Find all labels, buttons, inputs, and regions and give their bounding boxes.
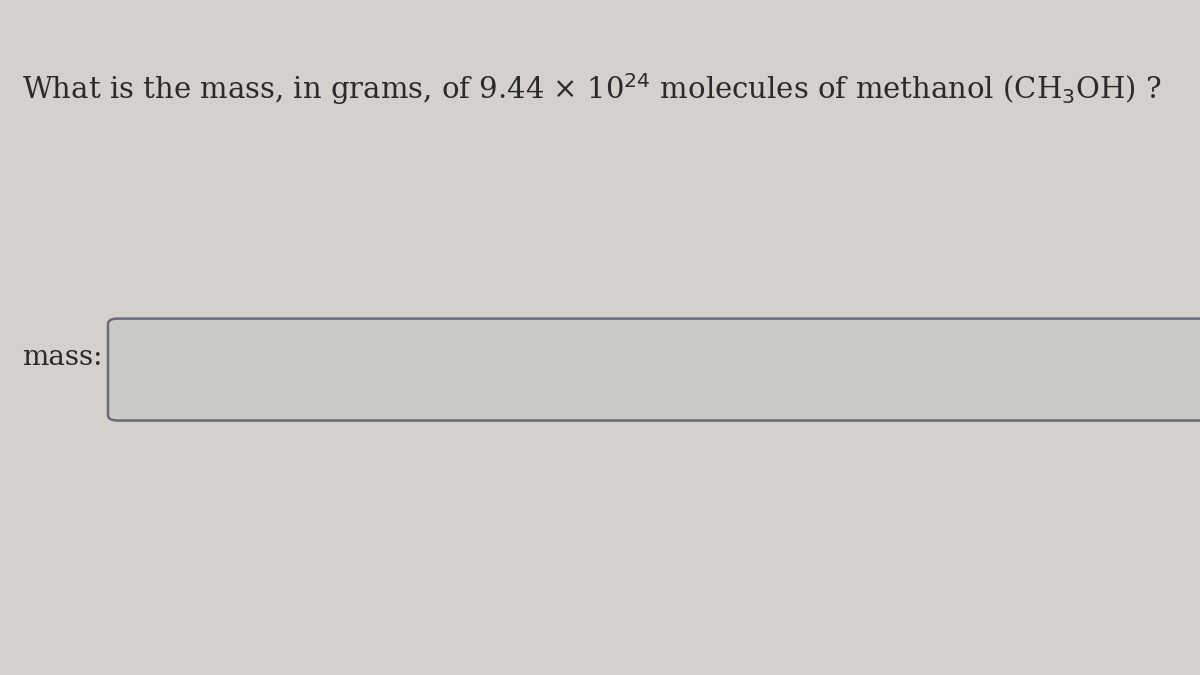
Text: What is the mass, in grams, of 9.44 × 10$^{24}$ molecules of methanol (CH$_3$OH): What is the mass, in grams, of 9.44 × 10… [22, 71, 1162, 107]
FancyBboxPatch shape [108, 319, 1200, 421]
Text: mass:: mass: [22, 344, 102, 371]
